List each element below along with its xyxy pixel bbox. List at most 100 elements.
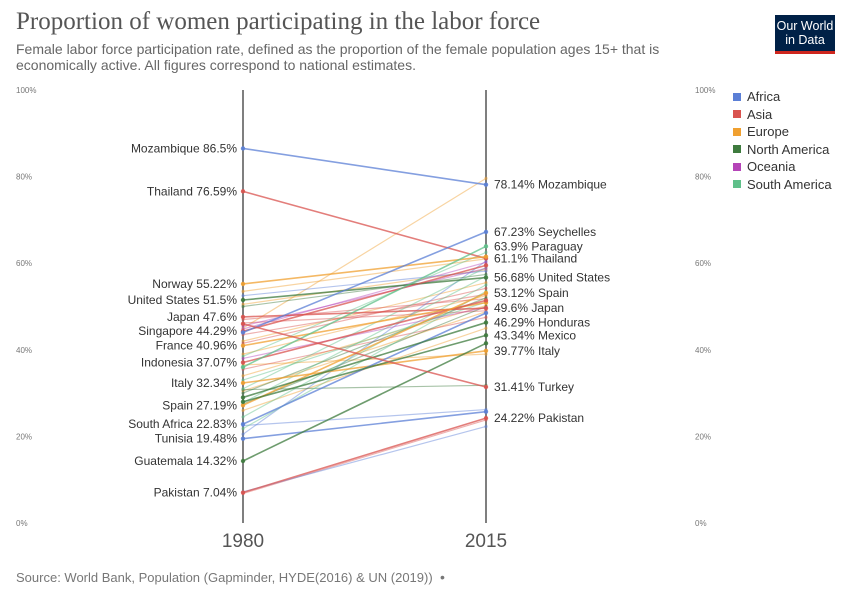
start-point[interactable] <box>240 436 246 441</box>
legend-item[interactable]: Asia <box>733 106 832 124</box>
start-point[interactable] <box>241 391 245 395</box>
start-point[interactable] <box>241 374 245 378</box>
end-point[interactable] <box>484 326 488 330</box>
start-point[interactable] <box>240 458 246 464</box>
start-point[interactable] <box>241 427 245 431</box>
end-point[interactable] <box>484 283 488 287</box>
start-point[interactable] <box>240 281 246 287</box>
series-line[interactable] <box>242 408 487 427</box>
end-point[interactable] <box>483 409 489 414</box>
series-line[interactable] <box>242 147 487 186</box>
series-line[interactable] <box>242 301 487 347</box>
start-point[interactable] <box>240 297 246 303</box>
end-point[interactable] <box>483 275 489 280</box>
series-line[interactable] <box>242 255 487 285</box>
series-line[interactable] <box>242 284 487 418</box>
series-line[interactable] <box>242 190 487 260</box>
end-point[interactable] <box>483 384 489 390</box>
series-line[interactable] <box>242 231 487 334</box>
series-line[interactable] <box>242 177 487 329</box>
end-point[interactable] <box>483 320 489 325</box>
end-point[interactable] <box>483 263 489 268</box>
start-point[interactable] <box>241 415 245 419</box>
series-line[interactable] <box>242 270 487 297</box>
series-line[interactable] <box>242 292 487 406</box>
legend-item[interactable]: North America <box>733 141 832 159</box>
start-point[interactable] <box>241 294 245 298</box>
end-point[interactable] <box>484 250 488 254</box>
end-point[interactable] <box>483 290 489 296</box>
start-point[interactable] <box>240 421 246 427</box>
start-point[interactable] <box>240 490 246 495</box>
start-point[interactable] <box>240 380 246 386</box>
series-line[interactable] <box>242 323 487 388</box>
start-label: Tunisia 19.48% <box>155 432 238 446</box>
series-line[interactable] <box>242 384 487 391</box>
series-line[interactable] <box>242 342 487 462</box>
end-point[interactable] <box>483 415 489 421</box>
series-line[interactable] <box>242 350 487 384</box>
start-point[interactable] <box>241 387 245 391</box>
start-point[interactable] <box>240 314 246 320</box>
end-point[interactable] <box>484 286 488 290</box>
start-point[interactable] <box>240 395 246 400</box>
end-point[interactable] <box>483 254 489 259</box>
series-line[interactable] <box>242 293 487 336</box>
series-line[interactable] <box>242 305 487 377</box>
end-point[interactable] <box>483 182 489 187</box>
legend-item[interactable]: South America <box>733 176 832 194</box>
start-point[interactable] <box>240 343 246 348</box>
series-line[interactable] <box>242 299 487 364</box>
start-point[interactable] <box>240 360 246 365</box>
start-point[interactable] <box>241 378 245 382</box>
start-point[interactable] <box>240 321 246 327</box>
series-line[interactable] <box>242 245 487 368</box>
series-line[interactable] <box>242 275 487 404</box>
series-line[interactable] <box>242 273 487 308</box>
end-point[interactable] <box>483 244 489 249</box>
start-point[interactable] <box>240 364 246 370</box>
end-point[interactable] <box>484 269 488 273</box>
legend-item[interactable]: Europe <box>733 123 832 141</box>
end-point[interactable] <box>484 315 488 319</box>
end-point[interactable] <box>484 176 488 180</box>
legend-item[interactable]: Oceania <box>733 158 832 176</box>
start-point[interactable] <box>240 189 246 194</box>
end-point[interactable] <box>484 266 488 270</box>
series-line[interactable] <box>242 258 487 292</box>
end-point[interactable] <box>483 298 489 303</box>
series-line[interactable] <box>242 276 487 301</box>
legend-item[interactable]: Africa <box>733 88 832 106</box>
series-line[interactable] <box>242 261 487 330</box>
start-point[interactable] <box>241 432 245 436</box>
series-line[interactable] <box>242 321 487 399</box>
start-point[interactable] <box>240 330 246 335</box>
end-point[interactable] <box>483 333 489 338</box>
series-line[interactable] <box>242 417 487 494</box>
start-point[interactable] <box>240 146 246 151</box>
end-point[interactable] <box>483 229 489 235</box>
series-line[interactable] <box>242 419 487 495</box>
end-point[interactable] <box>483 306 489 311</box>
end-point[interactable] <box>484 260 488 264</box>
owid-logo[interactable]: Our World in Data <box>775 15 835 54</box>
start-point[interactable] <box>241 289 245 293</box>
end-point[interactable] <box>483 310 489 316</box>
end-point[interactable] <box>484 352 488 356</box>
series-line[interactable] <box>242 266 487 390</box>
start-point[interactable] <box>241 356 245 361</box>
series-line[interactable] <box>242 410 487 440</box>
start-point[interactable] <box>241 304 245 309</box>
end-point[interactable] <box>483 341 489 346</box>
end-point[interactable] <box>484 424 488 429</box>
start-point[interactable] <box>241 408 245 413</box>
start-point[interactable] <box>240 399 246 404</box>
series-line[interactable] <box>242 301 487 381</box>
series-line[interactable] <box>242 334 487 403</box>
series-line[interactable] <box>242 316 487 370</box>
series-line[interactable] <box>242 269 487 305</box>
series-line[interactable] <box>242 306 487 360</box>
series-line[interactable] <box>242 264 487 332</box>
start-point[interactable] <box>240 403 246 408</box>
end-point[interactable] <box>483 348 489 353</box>
